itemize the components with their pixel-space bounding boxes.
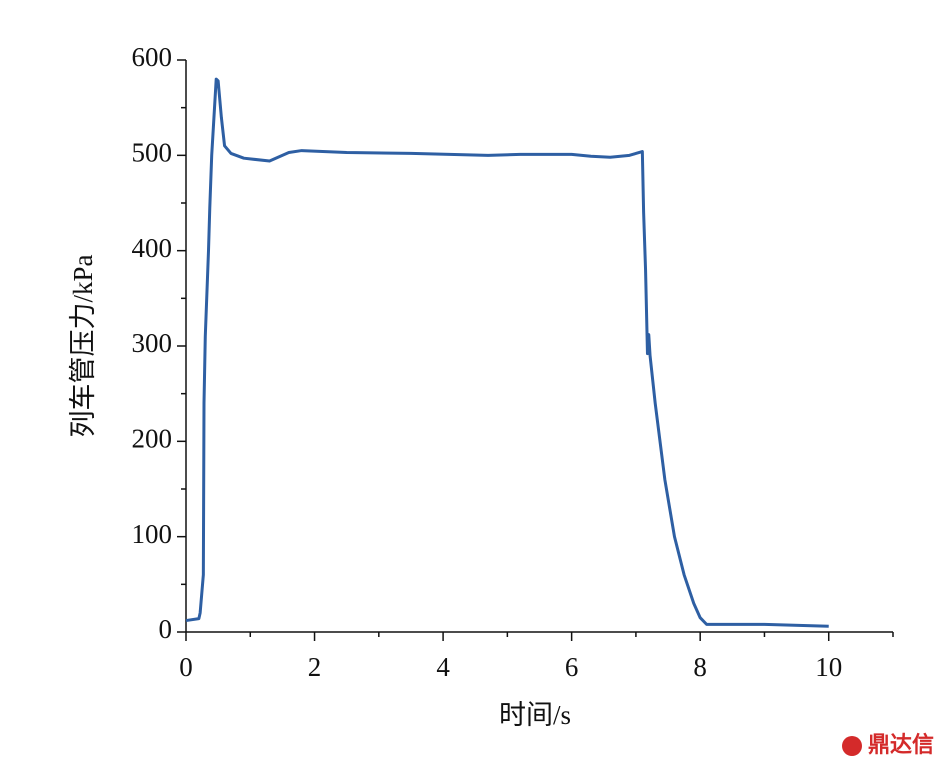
line	[185, 77, 829, 628]
x-tick-label: 0	[179, 652, 193, 682]
y-tick-label: 200	[132, 424, 173, 454]
y-tick-label: 400	[132, 233, 173, 263]
y-tick-label: 0	[159, 614, 173, 644]
x-tick-label: 2	[308, 652, 322, 682]
y-axis-title: 列车管压力/kPa	[68, 254, 98, 437]
x-tick-label: 6	[565, 652, 579, 682]
x-tick-label: 10	[815, 652, 842, 682]
x-axis-title: 时间/s	[499, 700, 571, 730]
x-tick-label: 8	[693, 652, 707, 682]
y-tick-label: 100	[132, 519, 173, 549]
y-tick-label: 600	[132, 42, 173, 72]
y-tick-label: 500	[132, 138, 173, 168]
x-tick-label: 4	[436, 652, 450, 682]
watermark-logo	[842, 736, 862, 756]
watermark: 鼎达信	[868, 732, 934, 758]
y-tick-label: 300	[132, 328, 173, 358]
